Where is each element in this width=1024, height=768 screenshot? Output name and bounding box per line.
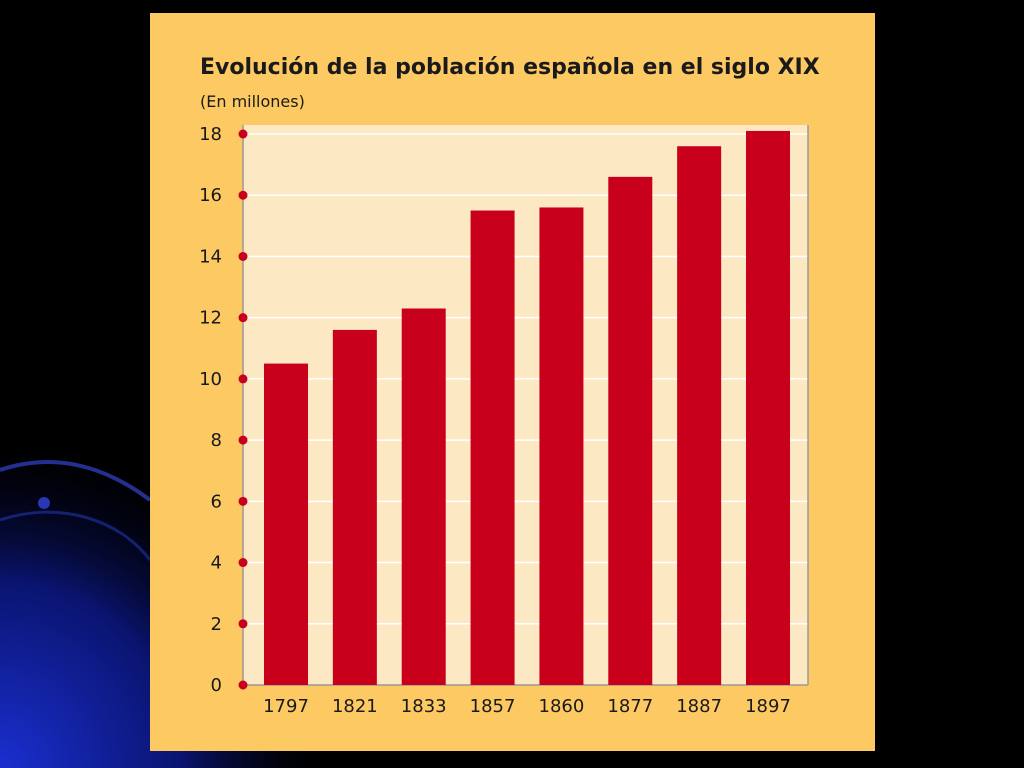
bar-1797 — [264, 363, 308, 685]
y-tick-marker — [238, 374, 248, 384]
chart-card: Evolución de la población española en el… — [150, 13, 875, 751]
bar-1877 — [608, 176, 653, 685]
chart-title: Evolución de la población española en el… — [200, 55, 820, 80]
x-tick-label: 1877 — [607, 696, 653, 717]
x-tick-label: 1887 — [676, 696, 722, 717]
chart-subtitle: (En millones) — [200, 92, 305, 111]
x-tick-label: 1797 — [263, 696, 309, 717]
x-tick-label: 1860 — [539, 696, 585, 717]
x-tick-label: 1833 — [401, 696, 447, 717]
y-tick-label: 10 — [199, 369, 222, 390]
y-tick-label: 6 — [211, 491, 222, 512]
bar-1857 — [470, 210, 515, 685]
x-tick-label: 1857 — [470, 696, 516, 717]
bar-1821 — [332, 329, 377, 685]
y-tick-marker — [238, 129, 248, 139]
y-tick-label: 4 — [211, 553, 222, 574]
y-tick-marker — [238, 190, 248, 200]
y-tick-marker — [238, 496, 248, 506]
y-tick-marker — [238, 313, 248, 323]
bar-1887 — [677, 146, 722, 685]
y-tick-marker — [238, 251, 248, 261]
y-tick-marker — [238, 619, 248, 629]
plot-area — [243, 125, 808, 685]
y-tick-label: 18 — [199, 124, 222, 145]
y-tick-label: 8 — [211, 430, 222, 451]
bar-1860 — [539, 207, 584, 685]
y-tick-label: 14 — [199, 246, 222, 267]
y-tick-marker — [238, 435, 248, 445]
x-tick-label: 1821 — [332, 696, 378, 717]
y-tick-label: 16 — [199, 185, 222, 206]
y-tick-marker — [238, 558, 248, 568]
bar-chart: 0 2 4 6 8 10 12 14 16 18 1797 1821 1833 1857 1860 1877 1… — [199, 124, 809, 717]
bar-1897 — [746, 130, 790, 685]
y-tick-label: 2 — [211, 614, 222, 635]
y-tick-marker — [238, 680, 248, 690]
y-tick-label: 0 — [211, 675, 222, 696]
x-tick-label: 1897 — [745, 696, 791, 717]
y-tick-label: 12 — [199, 308, 222, 329]
bar-1833 — [401, 308, 446, 685]
